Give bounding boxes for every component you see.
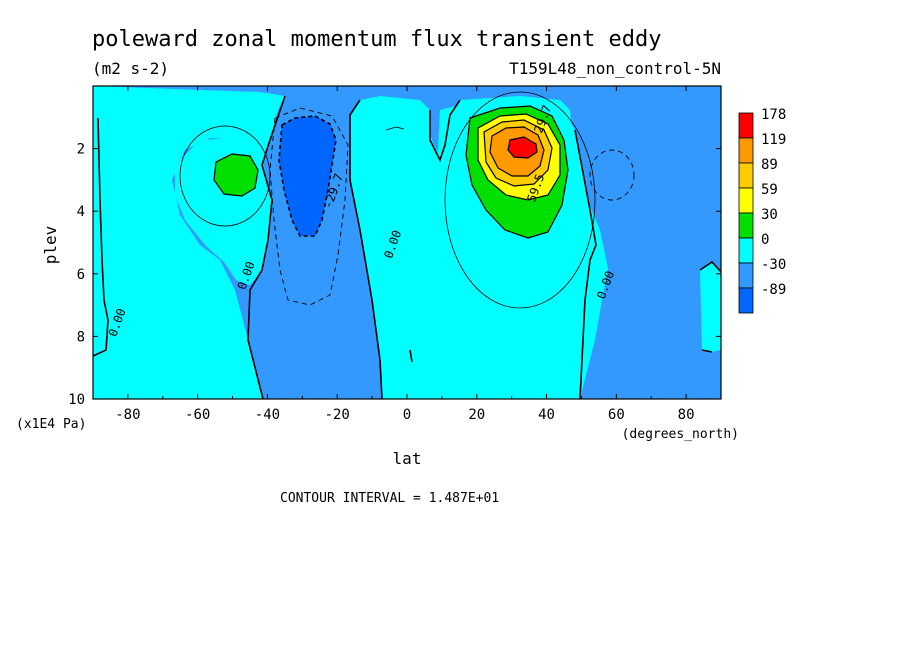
chart-title: poleward zonal momentum flux transient e… xyxy=(92,27,662,52)
region-east-cyan xyxy=(700,262,721,352)
y-tick-label: 10 xyxy=(68,392,85,408)
colorbar-label: 178 xyxy=(761,107,786,123)
x-tick-label: -60 xyxy=(185,407,210,423)
region-eq-cyan xyxy=(360,116,455,399)
x-tick-label: 40 xyxy=(538,407,555,423)
colorbar-swatch xyxy=(738,137,754,164)
x-tick-label: 80 xyxy=(678,407,695,423)
y-tick-label: 4 xyxy=(77,204,85,220)
colorbar-label: -30 xyxy=(761,257,786,273)
colorbar-label: 30 xyxy=(761,207,778,223)
colorbar-swatch xyxy=(738,187,754,214)
contour-lines-thin xyxy=(179,91,596,309)
colorbar-swatch xyxy=(738,212,754,239)
x-tick-label: 20 xyxy=(468,407,485,423)
y-axis-unit: (x1E4 Pa) xyxy=(16,417,86,432)
x-axis-unit: (degrees_north) xyxy=(622,427,739,442)
y-axis-label: plev xyxy=(41,226,60,265)
x-tick-label: -80 xyxy=(115,407,140,423)
contour-lines-negative xyxy=(269,107,635,306)
dataset-label: T159L48_non_control-5N xyxy=(509,59,721,78)
plot-area: 0.000.000.000.00-29.729.759.5 xyxy=(93,86,721,399)
y-tick-label: 8 xyxy=(77,329,85,345)
colorbar-swatch xyxy=(738,287,754,314)
colorbar-label: 0 xyxy=(761,232,769,248)
x-axis: -80 -60 -40 -20 0 20 40 60 80 xyxy=(92,86,722,423)
x-axis-label: lat xyxy=(393,449,422,468)
colorbar-label: 89 xyxy=(761,157,778,173)
x-tick-label: 60 xyxy=(608,407,625,423)
colorbar-swatch xyxy=(738,162,754,189)
region-pos-south xyxy=(214,154,258,196)
y-tick-label: 2 xyxy=(77,142,85,158)
colorbar-label: 59 xyxy=(761,182,778,198)
colorbar-swatch xyxy=(738,237,754,264)
x-tick-label: 0 xyxy=(403,407,411,423)
region-pos-178 xyxy=(508,137,537,158)
y-tick-label: 6 xyxy=(77,267,85,283)
chart-units: (m2 s-2) xyxy=(92,59,169,78)
contour-neg-strong-outline xyxy=(278,115,337,237)
contour-lines-positive xyxy=(213,105,569,239)
colorbar: 178 119 89 59 30 0 -30 -89 xyxy=(738,107,786,314)
x-tick-label: -40 xyxy=(255,407,280,423)
colorbar-label: 119 xyxy=(761,132,786,148)
contour-lines-zero xyxy=(93,95,721,399)
y-axis: 2 4 6 8 10 xyxy=(68,142,721,408)
contour-interval: CONTOUR INTERVAL = 1.487E+01 xyxy=(280,491,499,506)
colorbar-label: -89 xyxy=(761,282,786,298)
colorbar-swatch xyxy=(738,112,754,139)
x-tick-label: -20 xyxy=(325,407,350,423)
region-neg-strong xyxy=(279,116,336,236)
colorbar-swatch xyxy=(738,262,754,289)
